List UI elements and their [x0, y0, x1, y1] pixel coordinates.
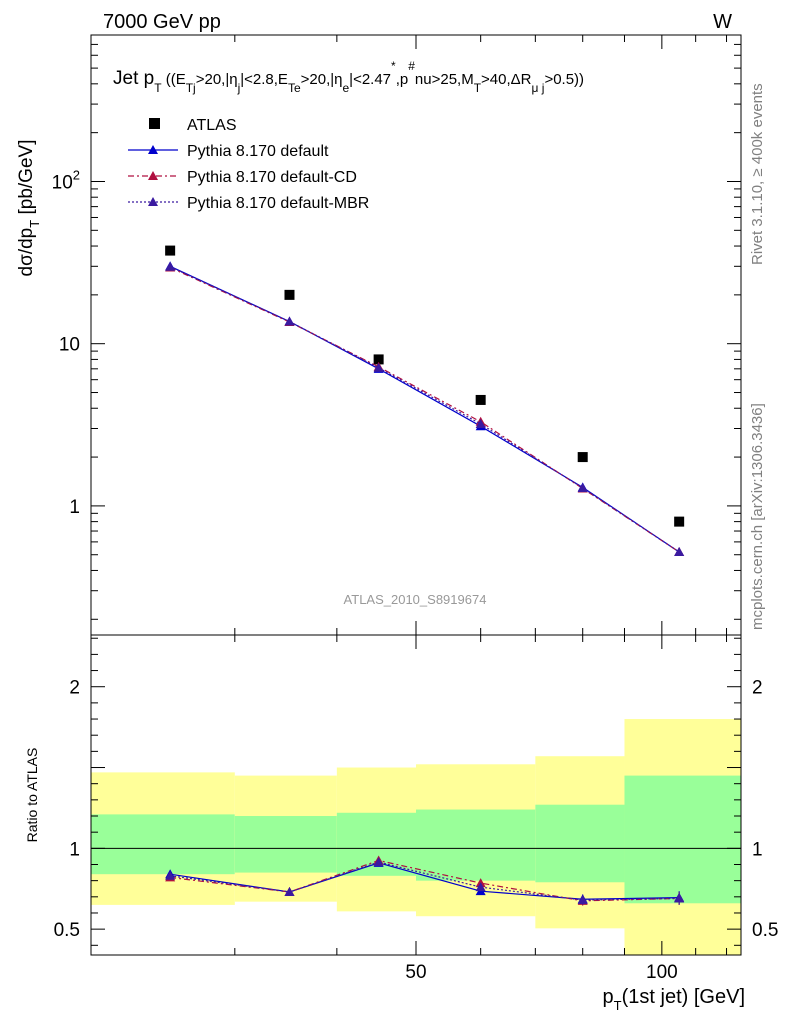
header-right: W — [713, 11, 732, 33]
xlabel-subscript: T — [614, 998, 622, 1013]
title-text: Jet p — [113, 68, 154, 89]
ratio-y-axis-label: Ratio to ATLAS — [24, 748, 40, 843]
xlabel-text: p — [603, 986, 614, 1008]
header-left: 7000 GeV pp — [103, 11, 221, 33]
series-marker — [475, 418, 486, 428]
legend-marker-atlas — [149, 118, 160, 129]
ratio-series-marker — [475, 882, 486, 892]
title-text: |<2.8,E — [240, 71, 288, 88]
ratio-y-tick-label-right: 0.5 — [752, 920, 778, 941]
series-line — [169, 266, 680, 553]
ratio-axes: 50 100 0.5 0.5 1 1 2 2 — [54, 635, 778, 983]
uncertainty-band-green — [91, 814, 235, 875]
ratio-y-tick-label: 2 — [69, 678, 80, 699]
title-subscript: T — [154, 81, 162, 95]
ratio-series-marker — [674, 893, 685, 903]
title-subscript: e — [342, 81, 349, 95]
title-text: ,p — [396, 71, 409, 88]
legend-marker — [148, 145, 158, 154]
y-axis-label: dσ/dpT [pb/GeV] — [16, 140, 42, 277]
atlas-data-point — [674, 516, 685, 527]
x-tick-label: 50 — [405, 962, 426, 983]
ratio-frame — [90, 634, 742, 956]
title-text: |<2.47 — [349, 71, 391, 88]
ratio-y-tick-label-right: 2 — [752, 678, 763, 699]
series-marker — [373, 362, 384, 372]
series-marker — [165, 261, 176, 271]
atlas-data-point — [165, 245, 176, 256]
legend-label: Pythia 8.170 default — [187, 143, 329, 160]
title-subscript: Tj — [186, 81, 196, 95]
rivet-label: Rivet 3.1.10, ≥ 400k events — [749, 83, 766, 265]
title-subscript: T — [474, 81, 482, 95]
title-text: >40,ΔR — [481, 71, 532, 88]
uncertainty-band-green — [234, 816, 337, 873]
xlabel-text: (1st jet) [GeV] — [622, 986, 745, 1008]
main-panel: Jet pT ((ETj>20,|ηj|<2.8,ETe>20,|ηe|<2.4… — [16, 34, 742, 636]
y-tick-label-exponent: 2 — [73, 167, 80, 182]
legend-marker — [148, 171, 158, 180]
ratio-y-tick-label-right: 1 — [752, 839, 763, 860]
chart-title: Jet pT ((ETj>20,|ηj|<2.8,ETe>20,|ηe|<2.4… — [113, 59, 584, 95]
atlas-data-point — [475, 394, 486, 405]
ylabel-text: [pb/GeV] — [16, 140, 37, 220]
title-text: ((E — [162, 71, 186, 88]
title-subscript: μ j — [532, 81, 545, 95]
title-text: >0.5)) — [544, 71, 584, 88]
ratio-y-tick-label: 1 — [69, 839, 80, 860]
title-superscript: # — [408, 59, 415, 73]
main-plot-area — [165, 245, 685, 556]
series-marker — [284, 316, 295, 326]
title-text: >20,|η — [301, 71, 343, 88]
series-line — [169, 266, 680, 553]
legend-label: Pythia 8.170 default-MBR — [187, 195, 369, 212]
y-tick-label: 1 — [69, 497, 80, 518]
title-superscript: * — [391, 59, 396, 73]
analysis-id: ATLAS_2010_S8919674 — [344, 592, 487, 607]
ratio-panel: 50 100 0.5 0.5 1 1 2 2 Ratio to ATLAS pT(1st je… — [24, 634, 778, 1013]
y-tick-label: 10 — [59, 335, 80, 356]
mcplots-label: mcplots.cern.ch [arXiv:1306.3436] — [749, 403, 766, 630]
ratio-plot-area — [91, 719, 741, 955]
atlas-data-point — [373, 354, 384, 365]
uncertainty-band-green — [624, 775, 741, 904]
ratio-series-marker — [373, 857, 384, 867]
series-marker — [577, 482, 588, 492]
legend-label: Pythia 8.170 default-CD — [187, 169, 357, 186]
series-marker — [674, 546, 685, 556]
uncertainty-band-green — [535, 804, 625, 883]
legend: ATLAS Pythia 8.170 default Pythia 8.170 de… — [128, 117, 369, 212]
x-axis-label: pT(1st jet) [GeV] — [603, 986, 745, 1013]
atlas-data-point — [577, 452, 588, 463]
uncertainty-band-green — [416, 809, 536, 881]
y-tick-label-base: 10 — [52, 172, 73, 193]
title-text: >20,|η — [196, 71, 238, 88]
ratio-series-marker — [284, 886, 295, 896]
series-line — [169, 265, 680, 553]
ylabel-subscript: T — [27, 220, 42, 228]
title-subscript: Te — [288, 81, 301, 95]
legend-label: ATLAS — [187, 117, 237, 134]
ratio-series-marker — [577, 895, 588, 905]
title-subscript: j — [237, 81, 241, 95]
legend-marker — [148, 197, 158, 206]
title-text: nu>25,M — [415, 71, 474, 88]
atlas-data-point — [284, 289, 295, 300]
ratio-series-line — [170, 861, 680, 901]
ratio-series-marker — [165, 870, 176, 880]
ratio-y-tick-label: 0.5 — [54, 920, 80, 941]
x-tick-label: 100 — [646, 962, 678, 983]
y-tick-label: 102 — [52, 167, 80, 193]
ylabel-text: dσ/dp — [16, 228, 37, 277]
